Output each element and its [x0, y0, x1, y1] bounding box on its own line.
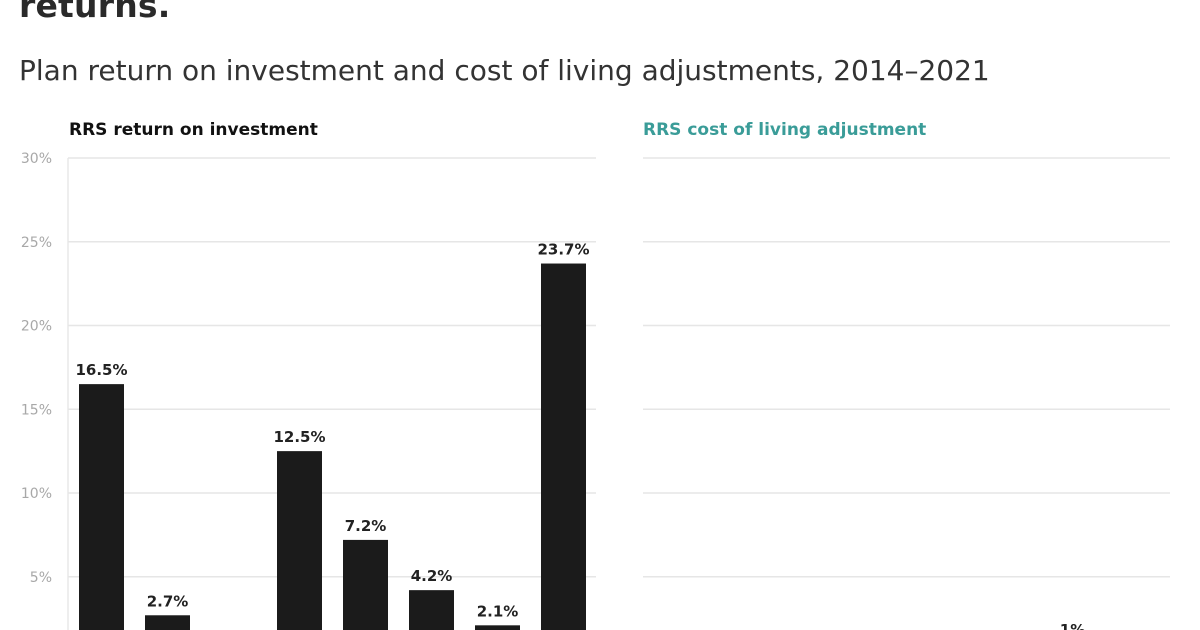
bar-value-label: 16.5%: [75, 361, 127, 379]
left-panel-title: RRS return on investment: [69, 120, 318, 140]
right-panel-title: RRS cost of living adjustment: [643, 120, 927, 140]
bar-value-label: 4.2%: [411, 567, 453, 585]
bar-value-label: 1%: [1060, 621, 1085, 630]
bar: [79, 384, 124, 630]
bar: [277, 451, 322, 630]
y-tick-label: 30%: [21, 151, 52, 167]
subheadline: Plan return on investment and cost of li…: [19, 54, 990, 87]
y-tick-label: 5%: [30, 570, 52, 586]
bar-value-label: 23.7%: [537, 241, 589, 259]
bar: [541, 263, 586, 630]
y-tick-label: 25%: [21, 235, 52, 251]
bar-value-label: 2.1%: [477, 602, 519, 620]
y-tick-label: 10%: [21, 486, 52, 502]
bar: [145, 615, 190, 630]
y-tick-label: 15%: [21, 402, 52, 418]
headline: returns.: [19, 0, 171, 25]
y-tick-label: 20%: [21, 319, 52, 335]
bar: [343, 539, 388, 630]
bar-value-label: 2.7%: [147, 592, 189, 610]
bar: [409, 590, 454, 630]
bar-value-label: 12.5%: [273, 428, 325, 446]
bar: [475, 625, 520, 630]
bar-value-label: 7.2%: [345, 517, 387, 535]
